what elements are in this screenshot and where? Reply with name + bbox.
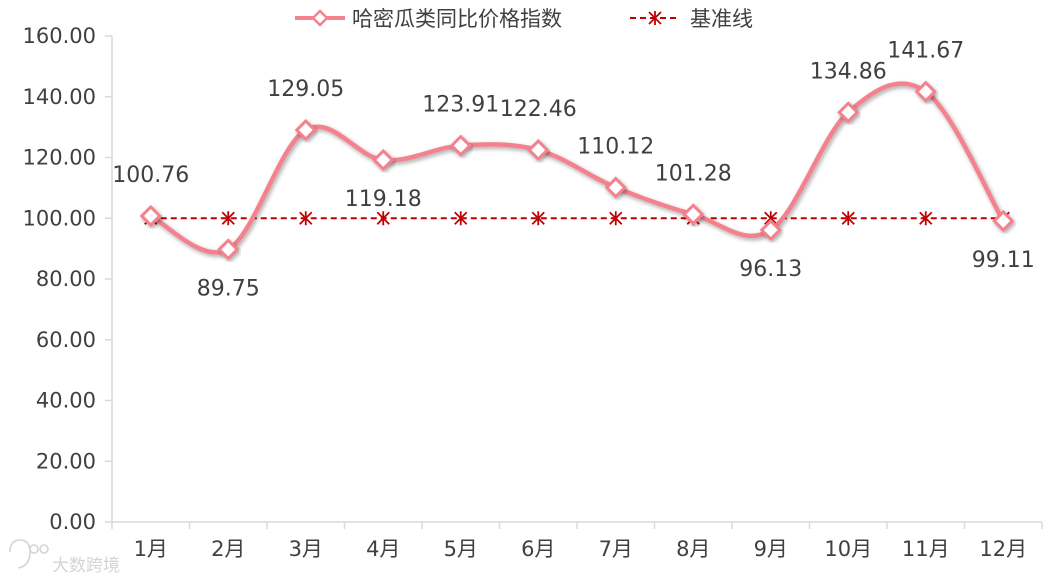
x-tick-label: 10月	[824, 537, 872, 561]
baseline-point	[531, 211, 545, 226]
y-tick-label: 160.00	[23, 24, 96, 48]
baseline-point	[454, 211, 468, 226]
y-tick-label: 0.00	[49, 510, 96, 534]
baseline-point	[376, 211, 390, 226]
data-point	[759, 218, 782, 242]
legend: 哈密瓜类同比价格指数 基准线	[295, 7, 753, 31]
data-label: 119.18	[345, 187, 422, 212]
series-baseline	[144, 211, 1010, 226]
y-tick-label: 140.00	[23, 85, 96, 109]
data-point	[217, 238, 240, 261]
x-tick-label: 8月	[676, 537, 710, 561]
legend-label-series-1: 哈密瓜类同比价格指数	[352, 7, 562, 31]
data-label: 110.12	[577, 135, 654, 160]
legend-item-series-2: 基准线	[630, 7, 753, 31]
data-label: 129.05	[267, 77, 344, 102]
x-axis: 1月 2月 3月 4月 5月 6月 7月 8月 9月 10月 11月 12月	[111, 521, 1043, 561]
data-point	[604, 176, 627, 199]
x-tick-label: 4月	[366, 537, 400, 561]
data-label: 100.76	[112, 163, 189, 188]
baseline-point	[221, 211, 235, 226]
x-tick-label: 5月	[444, 537, 478, 561]
watermark: 大数跨境	[9, 539, 120, 576]
data-point	[139, 204, 162, 228]
x-tick-label: 6月	[521, 537, 555, 561]
data-label: 122.46	[500, 97, 577, 122]
data-label: 99.11	[972, 248, 1035, 273]
y-tick-label: 100.00	[23, 206, 96, 230]
data-point	[527, 138, 550, 162]
data-point	[682, 203, 705, 226]
x-tick-label: 3月	[289, 537, 323, 561]
legend-asterisk-icon	[648, 11, 662, 25]
y-tick-label: 120.00	[23, 146, 96, 170]
data-label: 101.28	[655, 161, 732, 186]
watermark-text: 大数跨境	[52, 556, 120, 576]
data-label: 141.67	[887, 39, 964, 64]
data-point	[449, 134, 472, 157]
y-tick-label: 20.00	[36, 449, 96, 473]
data-label: 96.13	[739, 257, 802, 282]
legend-label-series-2: 基准线	[690, 7, 753, 31]
baseline-point	[299, 211, 313, 226]
y-tick-label: 80.00	[36, 267, 96, 291]
data-label: 89.75	[197, 276, 260, 301]
logo-icon	[9, 539, 49, 569]
x-tick-label: 7月	[599, 537, 633, 561]
data-point	[294, 118, 317, 142]
series-melon-index	[139, 80, 1015, 261]
x-tick-label: 2月	[211, 537, 245, 561]
data-point	[837, 101, 860, 124]
baseline-point	[609, 211, 623, 226]
data-labels: 100.76 89.75 129.05 119.18 123.91 122.46110.1…	[112, 39, 1034, 302]
y-axis: 0.00 20.00 40.00 60.00 80.00 100.00 120.00 140.…	[23, 24, 113, 534]
baseline-point	[841, 211, 855, 226]
data-point	[914, 80, 937, 103]
data-label: 134.86	[810, 59, 887, 84]
legend-item-series-1: 哈密瓜类同比价格指数	[295, 7, 562, 31]
baseline-point	[919, 211, 933, 226]
data-label: 123.91	[422, 93, 499, 118]
legend-diamond-icon	[311, 9, 329, 27]
y-tick-label: 40.00	[36, 389, 96, 413]
series-line	[148, 81, 1006, 255]
data-point	[992, 209, 1015, 233]
y-tick-label: 60.00	[36, 328, 96, 352]
x-tick-label: 9月	[754, 537, 788, 561]
x-tick-label: 12月	[979, 537, 1027, 561]
x-tick-label: 1月	[134, 537, 168, 561]
x-tick-label: 11月	[902, 537, 950, 561]
data-point	[372, 148, 395, 172]
